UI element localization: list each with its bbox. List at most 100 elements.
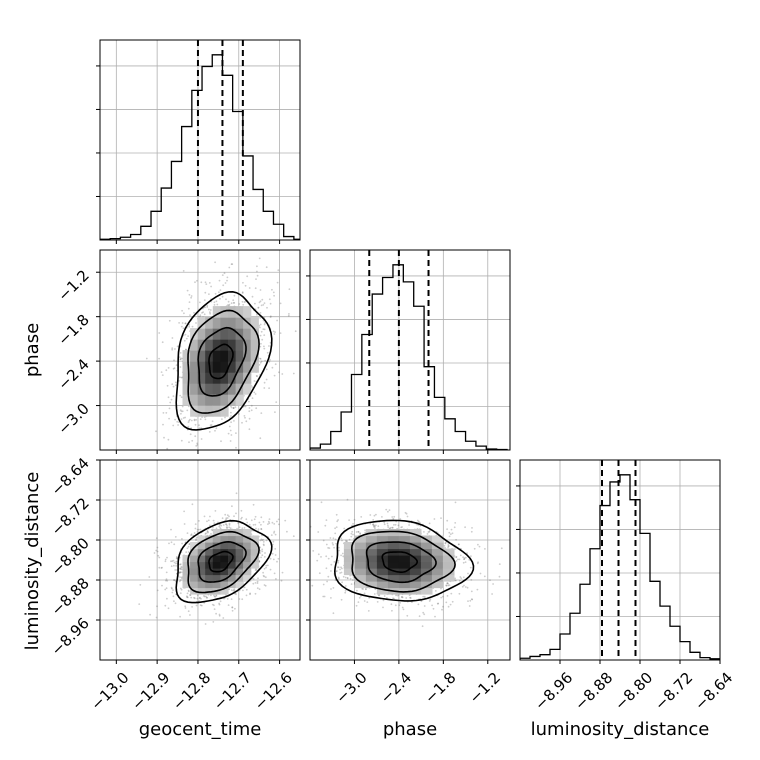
sample-point	[180, 376, 183, 379]
sample-point	[175, 556, 178, 558]
sample-point	[172, 559, 175, 562]
sample-point	[466, 586, 469, 589]
sample-point	[426, 533, 429, 535]
sample-point	[357, 531, 360, 533]
sample-point	[271, 288, 273, 291]
sample-point	[254, 302, 256, 305]
sample-point	[259, 345, 262, 348]
sample-point	[180, 412, 182, 415]
sample-point	[444, 546, 446, 549]
density-cell	[220, 350, 229, 362]
sample-point	[256, 375, 258, 378]
sample-point	[447, 543, 450, 545]
sample-point	[195, 538, 198, 541]
sample-point	[175, 562, 177, 565]
density-cell	[212, 317, 221, 329]
sample-point	[231, 606, 234, 609]
sample-point	[165, 579, 167, 582]
sample-point	[352, 522, 354, 525]
sample-point	[514, 565, 516, 567]
sample-point	[253, 380, 256, 382]
density-cell	[205, 405, 214, 417]
sample-point	[191, 439, 194, 442]
sample-point	[258, 588, 261, 591]
sample-point	[409, 597, 412, 599]
sample-point	[173, 579, 175, 582]
sample-point	[213, 595, 216, 598]
sample-point	[226, 598, 229, 600]
sample-point	[470, 590, 473, 593]
sample-point	[258, 363, 261, 366]
sample-point	[449, 533, 452, 536]
sample-point	[195, 604, 198, 607]
sample-point	[227, 304, 230, 307]
sample-point	[166, 556, 168, 559]
density-cell	[243, 339, 252, 351]
sample-point	[455, 556, 458, 558]
sample-point	[336, 570, 338, 572]
sample-point	[241, 300, 244, 303]
sample-point	[186, 596, 189, 599]
sample-point	[459, 554, 462, 557]
sample-point	[373, 514, 376, 517]
sample-point	[263, 584, 266, 586]
sample-point	[388, 509, 391, 511]
sample-point	[211, 420, 214, 423]
sample-point	[259, 334, 262, 337]
sample-point	[390, 603, 393, 606]
sample-point	[375, 524, 377, 527]
sample-point	[431, 604, 433, 607]
sample-point	[260, 523, 262, 526]
sample-point	[408, 524, 410, 526]
sample-point	[228, 515, 230, 518]
sample-point	[260, 516, 263, 519]
density-cell	[220, 317, 229, 329]
density-cell	[197, 405, 206, 417]
sample-point	[437, 602, 440, 605]
sample-point	[181, 576, 183, 578]
sample-point	[308, 546, 310, 548]
sample-point	[406, 614, 409, 617]
sample-point	[270, 534, 273, 536]
sample-point	[337, 561, 339, 564]
sample-point	[269, 557, 272, 560]
sample-point	[184, 322, 187, 325]
sample-point	[225, 526, 228, 529]
sample-point	[218, 523, 221, 526]
sample-point	[160, 567, 163, 569]
sample-point	[392, 597, 394, 600]
sample-point	[187, 335, 190, 337]
sample-point	[333, 546, 335, 549]
sample-point	[256, 270, 258, 273]
sample-point	[325, 555, 328, 558]
sample-point	[262, 304, 265, 306]
sample-point	[190, 295, 193, 297]
sample-point	[187, 589, 190, 592]
sample-point	[231, 263, 234, 265]
ytick-label: −1.2	[54, 266, 92, 304]
density-cell	[243, 574, 252, 582]
sample-point	[218, 291, 220, 294]
histogram-phase	[310, 264, 508, 450]
sample-point	[188, 325, 191, 328]
sample-point	[397, 619, 400, 622]
sample-point	[263, 567, 266, 570]
sample-point	[223, 272, 226, 275]
density-cell	[197, 394, 206, 406]
sample-point	[306, 557, 308, 559]
sample-point	[194, 523, 197, 525]
sample-point	[346, 577, 349, 580]
sample-point	[190, 533, 193, 536]
sample-point	[399, 602, 401, 604]
sample-point	[281, 571, 284, 574]
sample-point	[251, 397, 254, 400]
sample-point	[206, 304, 209, 307]
sample-point	[355, 531, 358, 533]
sample-point	[459, 576, 462, 578]
sample-point	[471, 527, 473, 529]
sample-point	[357, 601, 360, 603]
density-cell	[250, 548, 259, 556]
sample-point	[232, 589, 235, 592]
sample-point	[180, 577, 183, 580]
sample-point	[259, 549, 262, 552]
